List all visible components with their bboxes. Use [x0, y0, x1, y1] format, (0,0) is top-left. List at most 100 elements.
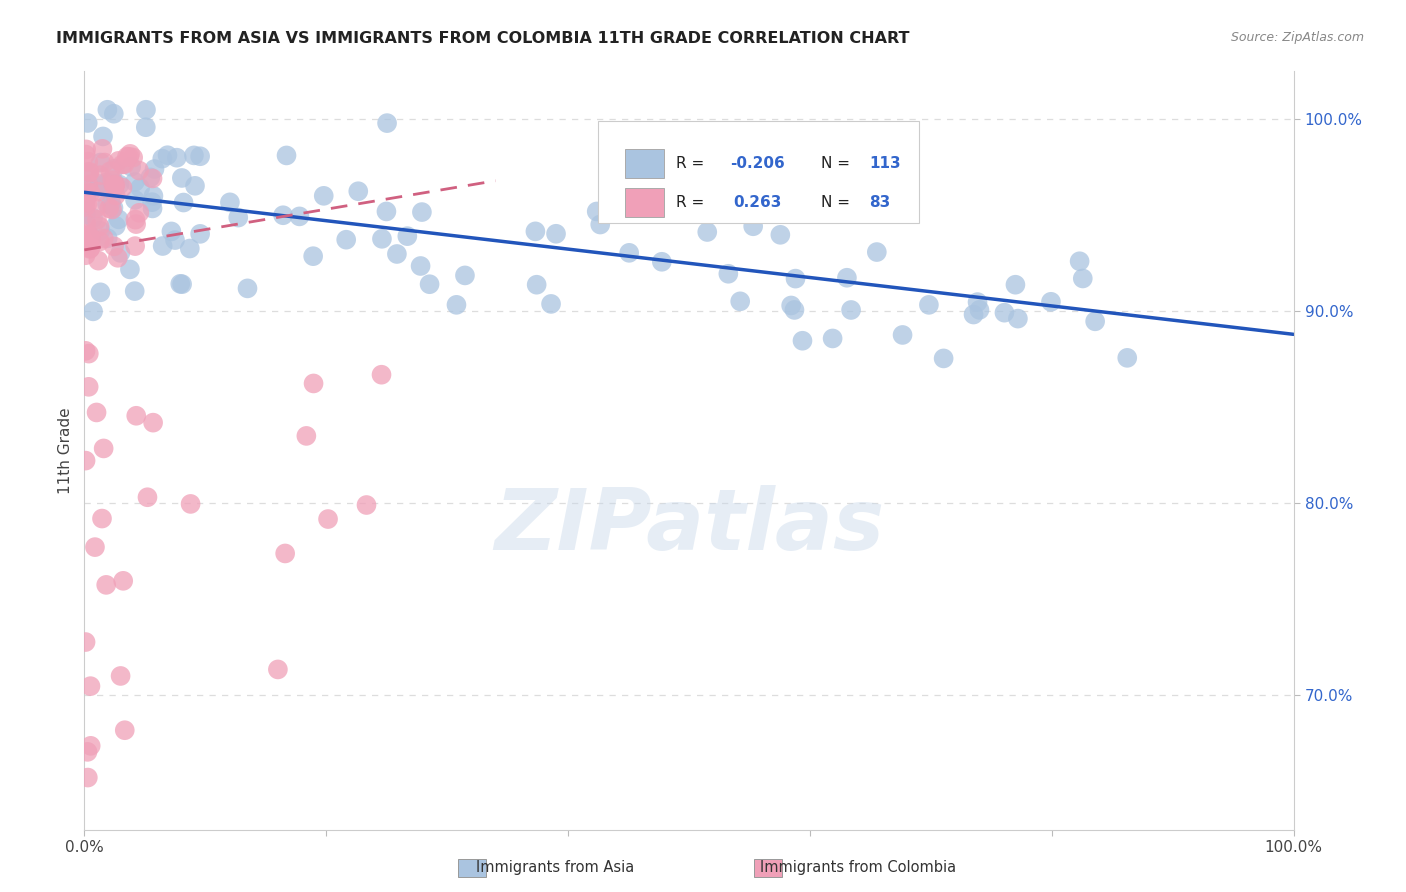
Point: [125, 409, 148, 423]
Point: [93, 155, 115, 169]
Point: [124, 239, 146, 253]
Point: [103, 201, 125, 215]
Point: [619, 245, 641, 260]
Point: [183, 148, 205, 162]
Point: [385, 247, 408, 261]
Point: [524, 224, 547, 238]
Point: [86, 405, 108, 419]
Point: [375, 204, 398, 219]
Point: [82, 304, 104, 318]
Point: [75, 343, 97, 358]
Text: 83: 83: [869, 194, 890, 210]
Point: [526, 277, 548, 292]
Point: [104, 188, 127, 202]
Point: [122, 151, 145, 165]
Point: [75, 183, 97, 197]
Point: [139, 170, 162, 185]
Point: [918, 298, 941, 312]
Point: [180, 497, 202, 511]
Point: [110, 246, 132, 260]
Point: [375, 116, 398, 130]
Point: [101, 202, 124, 217]
Point: [104, 219, 127, 233]
Point: [585, 204, 607, 219]
Point: [76, 197, 98, 211]
Text: R =: R =: [676, 194, 714, 210]
Point: [1069, 254, 1091, 268]
Point: [101, 178, 124, 193]
Point: [112, 574, 135, 588]
Y-axis label: 11th Grade: 11th Grade: [58, 407, 73, 494]
Point: [163, 233, 186, 247]
Point: [651, 199, 673, 213]
Point: [142, 416, 165, 430]
Point: [87, 253, 110, 268]
Point: [839, 303, 862, 318]
Point: [107, 153, 129, 168]
Point: [335, 233, 357, 247]
Point: [129, 181, 152, 195]
Point: [589, 218, 612, 232]
Point: [1004, 277, 1026, 292]
Point: [1084, 314, 1107, 328]
Point: [76, 116, 98, 130]
Point: [79, 228, 101, 243]
Point: [135, 120, 157, 135]
Point: [115, 150, 138, 164]
Point: [769, 227, 792, 242]
Point: [142, 189, 165, 203]
Point: [371, 232, 394, 246]
Point: [75, 228, 97, 243]
Point: [409, 259, 432, 273]
Point: [89, 285, 111, 300]
Point: [89, 224, 111, 238]
Point: [173, 195, 195, 210]
Point: [141, 171, 163, 186]
Point: [288, 210, 311, 224]
Point: [82, 211, 104, 225]
FancyBboxPatch shape: [599, 120, 918, 223]
Text: Immigrants from Colombia: Immigrants from Colombia: [759, 860, 956, 874]
Point: [188, 227, 211, 241]
Text: -0.206: -0.206: [730, 155, 785, 170]
Point: [75, 142, 97, 156]
Point: [77, 380, 100, 394]
Point: [96, 578, 118, 592]
Point: [166, 151, 188, 165]
Point: [135, 103, 157, 117]
Point: [100, 196, 122, 211]
Point: [419, 277, 441, 292]
Point: [792, 334, 814, 348]
Point: [104, 177, 127, 191]
Point: [143, 162, 166, 177]
Point: [150, 152, 173, 166]
Point: [107, 251, 129, 265]
Point: [271, 208, 294, 222]
Point: [111, 157, 134, 171]
Point: [96, 103, 118, 117]
Point: [75, 635, 97, 649]
Point: [90, 155, 112, 169]
Point: [411, 205, 433, 219]
Point: [79, 679, 101, 693]
Point: [75, 195, 97, 210]
Point: [866, 245, 889, 260]
Point: [114, 723, 136, 738]
Point: [89, 219, 111, 234]
Point: [160, 224, 183, 238]
Point: [104, 178, 127, 193]
Text: R =: R =: [676, 155, 709, 170]
Point: [76, 227, 98, 241]
Text: 113: 113: [869, 155, 901, 170]
Point: [846, 207, 869, 221]
Point: [172, 277, 194, 292]
Point: [79, 186, 101, 200]
Point: [962, 308, 984, 322]
Point: [125, 217, 148, 231]
Point: [396, 229, 419, 244]
Point: [219, 195, 242, 210]
Point: [295, 429, 318, 443]
Point: [316, 512, 339, 526]
Point: [236, 281, 259, 295]
Point: [110, 669, 132, 683]
